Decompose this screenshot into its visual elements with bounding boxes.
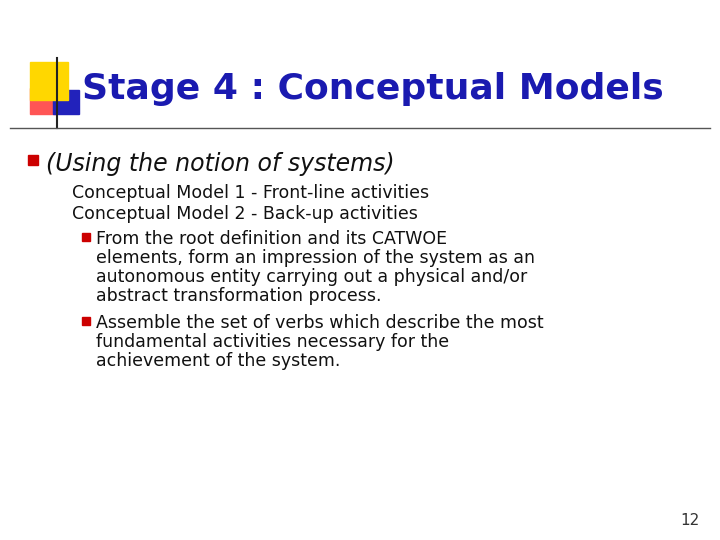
Bar — [82, 317, 90, 325]
Bar — [28, 155, 38, 165]
Text: achievement of the system.: achievement of the system. — [96, 352, 341, 370]
Bar — [30, 88, 56, 114]
Text: Conceptual Model 2 - Back-up activities: Conceptual Model 2 - Back-up activities — [72, 205, 418, 223]
Text: autonomous entity carrying out a physical and/or: autonomous entity carrying out a physica… — [96, 268, 527, 286]
Text: Stage 4 : Conceptual Models: Stage 4 : Conceptual Models — [82, 72, 664, 106]
Text: (Using the notion of systems): (Using the notion of systems) — [46, 152, 395, 176]
Text: From the root definition and its CATWOE: From the root definition and its CATWOE — [96, 230, 447, 248]
Bar — [53, 90, 79, 114]
Text: Assemble the set of verbs which describe the most: Assemble the set of verbs which describe… — [96, 314, 544, 332]
Text: Conceptual Model 1 - Front-line activities: Conceptual Model 1 - Front-line activiti… — [72, 184, 429, 202]
Bar — [82, 233, 90, 241]
Bar — [30, 62, 68, 100]
Text: abstract transformation process.: abstract transformation process. — [96, 287, 382, 305]
Text: elements, form an impression of the system as an: elements, form an impression of the syst… — [96, 249, 535, 267]
Text: 12: 12 — [680, 513, 700, 528]
Text: fundamental activities necessary for the: fundamental activities necessary for the — [96, 333, 449, 351]
